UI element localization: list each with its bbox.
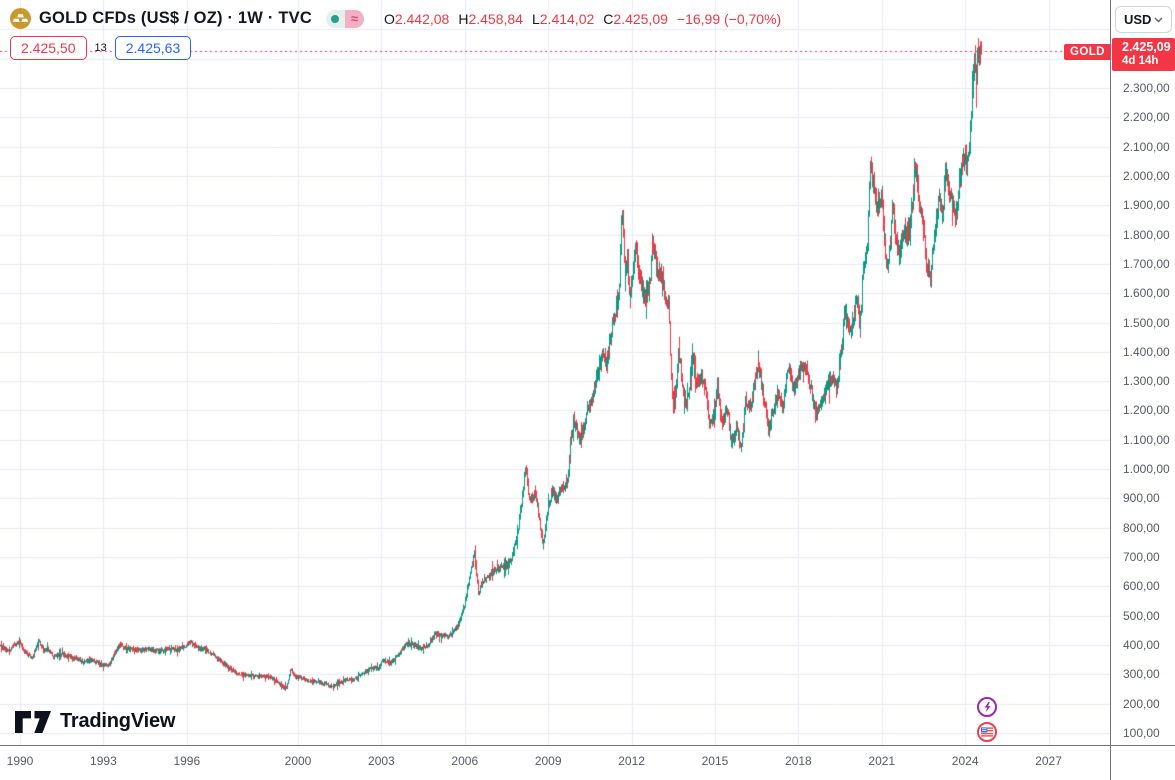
tradingview-logo-text: TradingView <box>60 710 176 732</box>
sell-price-button[interactable]: 2.425,50 <box>10 36 87 60</box>
time-scale-label: 2006 <box>451 754 479 768</box>
price-scale-label: 100,00 <box>1123 725 1160 740</box>
price-scale-label: 900,00 <box>1123 491 1160 506</box>
price-scale-label: 1.300,00 <box>1123 374 1170 389</box>
spread-value: 13 <box>94 42 107 54</box>
symbol-price-line-tag: GOLD <box>1064 44 1111 60</box>
time-scale-label: 1996 <box>173 754 201 768</box>
price-scale[interactable]: USD 2.425,09 4d 14h 2.300,00 2.200,00 2.10… <box>1110 0 1175 745</box>
ohlc-close: C2.425,09 <box>603 10 668 27</box>
price-scale-label: 1.900,00 <box>1123 198 1170 213</box>
ohlc-change: −16,99 (−0,70%) <box>676 10 782 27</box>
event-marker-us[interactable] <box>977 722 997 742</box>
time-scale-label: 2009 <box>534 754 562 768</box>
price-scale-label: 800,00 <box>1123 520 1160 535</box>
currency-label: USD <box>1124 12 1152 27</box>
market-open-dot-icon <box>325 9 345 28</box>
price-scale-label: 2.100,00 <box>1123 139 1170 154</box>
market-status-pill[interactable]: ≈ <box>325 9 364 28</box>
price-scale-label: 1.400,00 <box>1123 344 1170 359</box>
axis-corner-divider <box>1110 746 1111 780</box>
price-scale-label: 500,00 <box>1123 608 1160 623</box>
gold-bars-icon <box>10 8 31 29</box>
ohlc-values: O2.442,08 H2.458,84 L2.414,02 C2.425,09 … <box>384 11 781 27</box>
price-scale-label: 1.700,00 <box>1123 256 1170 271</box>
price-scale-label: 700,00 <box>1123 550 1160 565</box>
time-scale-label: 2018 <box>785 754 812 768</box>
price-scale-label: 2.300,00 <box>1123 80 1170 95</box>
price-scale-label: 1.000,00 <box>1123 462 1170 477</box>
time-scale-label: 2003 <box>368 754 395 768</box>
time-scale-label: 2012 <box>618 754 645 768</box>
symbol-title[interactable]: GOLD CFDs (US$ / OZ) · 1W · TVC <box>39 9 312 27</box>
time-scale-label: 2000 <box>284 754 312 768</box>
buy-price-button[interactable]: 2.425,63 <box>114 36 192 60</box>
tradingview-logo[interactable]: TradingView <box>15 710 175 733</box>
price-scale-label: 300,00 <box>1123 667 1160 682</box>
symbol-header: GOLD CFDs (US$ / OZ) · 1W · TVC ≈ O2.442… <box>10 8 781 29</box>
last-price-tag: 2.425,09 4d 14h <box>1112 38 1175 71</box>
time-scale[interactable]: 1990 1993 1996 2000 2003 2006 2009 2012 2015 2018… <box>0 745 1175 780</box>
bid-ask-row: 2.425,50 13 2.425,63 <box>10 36 192 60</box>
price-scale-label: 1.600,00 <box>1123 286 1170 301</box>
time-scale-label: 2015 <box>701 754 729 768</box>
ohlc-open: O2.442,08 <box>383 10 450 27</box>
currency-dropdown[interactable]: USD <box>1115 6 1172 33</box>
time-scale-label: 2024 <box>951 754 979 768</box>
chevron-down-icon <box>1154 17 1163 22</box>
ohlc-high: H2.458,84 <box>458 10 523 27</box>
price-scale-label: 600,00 <box>1123 579 1160 594</box>
time-scale-label: 2027 <box>1035 754 1062 768</box>
price-scale-label: 2.200,00 <box>1123 110 1170 125</box>
bar-countdown: 4d 14h <box>1122 55 1159 67</box>
price-scale-label: 1.200,00 <box>1123 403 1170 418</box>
price-scale-label: 1.800,00 <box>1123 227 1170 242</box>
event-marker-flash[interactable] <box>977 697 997 717</box>
lightning-icon <box>984 701 990 713</box>
price-scale-label: 2.000,00 <box>1123 168 1170 183</box>
time-scale-label: 1990 <box>6 754 34 768</box>
price-scale-label: 1.500,00 <box>1123 315 1170 330</box>
price-chart-canvas[interactable] <box>0 0 1110 745</box>
approx-equals-icon: ≈ <box>344 9 364 28</box>
price-scale-label: 400,00 <box>1123 638 1160 653</box>
price-scale-label: 200,00 <box>1123 696 1160 711</box>
tradingview-logo-mark <box>15 710 51 733</box>
us-flag-icon <box>981 727 993 737</box>
price-scale-label: 1.100,00 <box>1123 432 1170 447</box>
ohlc-low: L2.414,02 <box>531 10 595 27</box>
last-price-value: 2.425,09 <box>1122 40 1171 54</box>
time-scale-label: 1993 <box>90 754 117 768</box>
time-scale-label: 2021 <box>868 754 896 768</box>
